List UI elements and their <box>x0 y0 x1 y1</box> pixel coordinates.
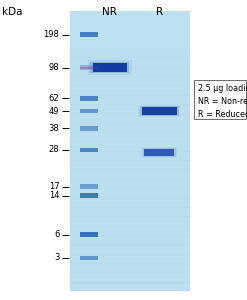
Bar <box>70 76 190 85</box>
Bar <box>70 38 190 48</box>
FancyBboxPatch shape <box>140 106 179 116</box>
Bar <box>70 132 190 141</box>
FancyBboxPatch shape <box>144 149 174 156</box>
Text: 62: 62 <box>49 94 59 103</box>
FancyBboxPatch shape <box>80 148 98 152</box>
Text: 3: 3 <box>54 254 59 262</box>
FancyBboxPatch shape <box>90 61 129 73</box>
FancyBboxPatch shape <box>93 63 127 72</box>
Text: R: R <box>156 7 163 16</box>
Bar <box>70 29 190 38</box>
Bar <box>70 179 190 188</box>
Text: 2.5 μg loading
NR = Non-reduced
R = Reduced: 2.5 μg loading NR = Non-reduced R = Redu… <box>198 84 247 119</box>
FancyBboxPatch shape <box>80 194 98 198</box>
Bar <box>70 113 190 123</box>
Bar <box>70 226 190 235</box>
Bar <box>70 197 190 207</box>
Bar <box>70 95 190 104</box>
Text: 198: 198 <box>43 30 59 39</box>
Bar <box>70 48 190 57</box>
Text: 6: 6 <box>54 230 59 239</box>
FancyBboxPatch shape <box>80 232 98 237</box>
Bar <box>70 263 190 272</box>
Bar <box>70 272 190 282</box>
Text: 28: 28 <box>49 146 59 154</box>
FancyBboxPatch shape <box>80 67 98 69</box>
Text: 98: 98 <box>49 63 59 72</box>
Bar <box>70 57 190 67</box>
Bar <box>70 141 190 151</box>
FancyBboxPatch shape <box>70 11 190 291</box>
Bar <box>70 244 190 254</box>
Text: 38: 38 <box>48 124 59 133</box>
Bar <box>70 104 190 113</box>
FancyBboxPatch shape <box>80 126 98 131</box>
Bar <box>70 123 190 132</box>
Bar <box>70 20 190 29</box>
Bar <box>70 282 190 291</box>
FancyBboxPatch shape <box>142 107 177 115</box>
FancyBboxPatch shape <box>80 109 98 113</box>
FancyBboxPatch shape <box>88 60 131 75</box>
Bar <box>70 207 190 216</box>
Bar <box>70 235 190 244</box>
FancyBboxPatch shape <box>141 147 177 158</box>
Text: 14: 14 <box>49 191 59 200</box>
Bar <box>70 188 190 197</box>
Bar <box>70 11 190 20</box>
FancyBboxPatch shape <box>80 256 98 260</box>
FancyBboxPatch shape <box>80 96 98 100</box>
Bar <box>70 67 190 76</box>
FancyBboxPatch shape <box>80 184 98 189</box>
FancyBboxPatch shape <box>194 80 246 118</box>
FancyBboxPatch shape <box>80 65 98 70</box>
Text: 17: 17 <box>49 182 59 191</box>
Text: 49: 49 <box>49 106 59 116</box>
Bar <box>70 151 190 160</box>
Text: kDa: kDa <box>2 7 23 16</box>
Bar <box>70 254 190 263</box>
Bar <box>70 169 190 179</box>
FancyBboxPatch shape <box>138 104 180 117</box>
FancyBboxPatch shape <box>80 32 98 37</box>
Bar <box>70 216 190 226</box>
Text: NR: NR <box>103 7 117 16</box>
Bar <box>70 160 190 170</box>
Bar <box>70 85 190 95</box>
FancyBboxPatch shape <box>143 148 176 157</box>
